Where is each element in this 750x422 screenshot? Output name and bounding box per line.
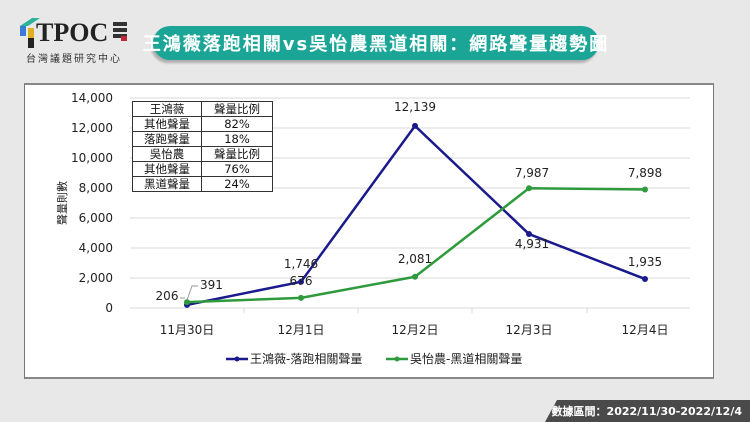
data-label: 1,746 — [284, 257, 318, 271]
data-label: 676 — [290, 274, 313, 288]
data-label: 7,898 — [628, 166, 662, 180]
table-cell: 24% — [201, 176, 273, 192]
logo-subtitle: 台灣議題研究中心 — [26, 54, 122, 65]
data-point — [642, 186, 648, 193]
table-cell: 其他聲量 — [132, 116, 202, 132]
table-row: 黑道聲量 24% — [132, 176, 273, 192]
logo-mark-icon — [20, 18, 40, 48]
ratio-table: 王鴻薇 聲量比例 其他聲量 82% 落跑聲量 18% 吳怡農 聲量比例 其他聲量 76% … — [132, 101, 273, 192]
data-labels: 206 1,746 12,139 4,931 1,935 391 676 2,081 7,987… — [156, 100, 663, 303]
data-label: 206 — [156, 289, 179, 303]
data-point — [298, 294, 304, 301]
table-row: 其他聲量 76% — [132, 161, 273, 177]
data-label: 7,987 — [515, 166, 549, 180]
table-cell: 聲量比例 — [201, 101, 273, 117]
x-tick-label: 12月3日 — [506, 323, 553, 337]
y-tick-label: 4,000 — [79, 241, 113, 255]
table-cell: 王鴻薇 — [132, 101, 202, 117]
logo-text: TPOC — [36, 18, 109, 47]
table-cell: 黑道聲量 — [132, 176, 202, 192]
data-label: 12,139 — [394, 100, 436, 114]
tpoc-logo: TPOC 台灣議題研究中心 — [18, 14, 138, 65]
y-tick-label: 6,000 — [79, 211, 113, 225]
data-point — [412, 122, 418, 129]
x-axis-ticks: 11月30日 12月1日 12月2日 12月3日 12月4日 — [160, 323, 669, 337]
table-cell: 吳怡農 — [132, 146, 202, 162]
y-tick-label: 8,000 — [79, 181, 113, 195]
date-range-footer: 數據區間：2022/11/30-2022/12/4 — [545, 400, 750, 422]
x-tick-label: 11月30日 — [160, 323, 215, 337]
data-label: 4,931 — [515, 237, 549, 251]
table-row: 其他聲量 82% — [132, 116, 273, 132]
table-cell: 18% — [201, 131, 273, 147]
table-cell: 82% — [201, 116, 273, 132]
table-row: 吳怡農 聲量比例 — [132, 146, 273, 162]
data-label: 1,935 — [628, 255, 662, 269]
data-point — [412, 273, 418, 280]
x-tick-label: 12月4日 — [622, 323, 669, 337]
series-line — [186, 186, 646, 304]
table-row: 落跑聲量 18% — [132, 131, 273, 147]
y-tick-label: 10,000 — [71, 151, 113, 165]
table-cell: 76% — [201, 161, 273, 177]
data-point — [526, 185, 532, 192]
x-tick-label: 12月1日 — [278, 323, 325, 337]
data-label: 391 — [200, 278, 223, 292]
data-point — [298, 278, 304, 285]
y-axis-ticks: 0 2,000 4,000 6,000 8,000 10,000 12,000 14,000 — [71, 91, 113, 315]
y-tick-label: 2,000 — [79, 271, 113, 285]
data-point — [184, 299, 190, 306]
y-tick-label: 0 — [105, 301, 113, 315]
table-cell: 其他聲量 — [132, 161, 202, 177]
series-lines — [184, 122, 648, 308]
y-axis-label: 聲量則數 — [55, 181, 69, 225]
table-cell: 聲量比例 — [201, 146, 273, 162]
data-label: 2,081 — [398, 252, 432, 266]
table-cell: 落跑聲量 — [132, 131, 202, 147]
legend-label: 王鴻薇-落跑相關聲量 — [250, 351, 362, 366]
data-point — [642, 275, 648, 282]
data-point — [526, 231, 532, 238]
x-tick-label: 12月2日 — [392, 323, 439, 337]
logo-seal-icon — [113, 22, 127, 41]
title-banner: 王鴻薇落跑相關vs吳怡農黑道相關：網路聲量趨勢圖 — [143, 26, 607, 60]
y-tick-label: 14,000 — [71, 91, 113, 105]
table-row: 王鴻薇 聲量比例 — [132, 101, 273, 117]
legend: 王鴻薇-落跑相關聲量 吳怡農-黑道相關聲量 — [226, 351, 522, 366]
page-title: 王鴻薇落跑相關vs吳怡農黑道相關：網路聲量趨勢圖 — [142, 34, 610, 55]
date-range-text: 數據區間：2022/11/30-2022/12/4 — [551, 405, 742, 418]
y-tick-label: 12,000 — [71, 121, 113, 135]
legend-label: 吳怡農-黑道相關聲量 — [410, 351, 522, 366]
